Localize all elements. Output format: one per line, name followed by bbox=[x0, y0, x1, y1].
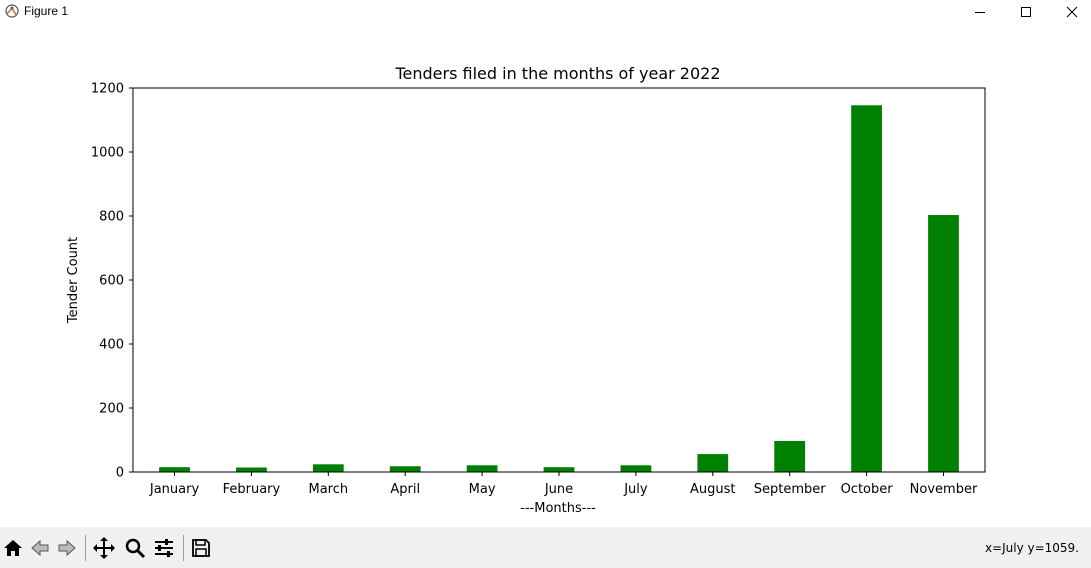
toolbar-separator bbox=[183, 535, 184, 561]
y-tick-label: 200 bbox=[99, 402, 124, 417]
bar-chart: Tenders filed in the months of year 2022… bbox=[66, 64, 986, 516]
bar-august bbox=[697, 454, 729, 472]
minimize-icon bbox=[975, 12, 985, 13]
x-tick-label: February bbox=[223, 482, 281, 497]
bars-group bbox=[159, 105, 959, 473]
x-tick-label: April bbox=[390, 482, 420, 497]
bar-july bbox=[620, 465, 652, 472]
x-tick-label: October bbox=[841, 482, 894, 497]
bar-june bbox=[543, 467, 575, 472]
forward-icon bbox=[58, 539, 76, 557]
y-tick-label: 800 bbox=[99, 210, 124, 225]
x-axis: January February March April May June July Augu… bbox=[149, 472, 978, 497]
close-button[interactable] bbox=[1049, 0, 1091, 24]
x-axis-label: ---Months--- bbox=[520, 501, 596, 516]
chart-title: Tenders filed in the months of year 2022 bbox=[394, 64, 720, 83]
x-tick-label: May bbox=[469, 482, 496, 497]
close-icon bbox=[1066, 6, 1078, 18]
x-tick-label: March bbox=[308, 482, 348, 497]
home-icon bbox=[4, 540, 22, 556]
maximize-icon bbox=[1021, 7, 1031, 17]
back-button[interactable] bbox=[27, 535, 53, 561]
y-tick-label: 400 bbox=[99, 338, 124, 353]
x-tick-label: January bbox=[149, 482, 200, 497]
pan-icon bbox=[93, 537, 115, 559]
bar-may bbox=[466, 465, 498, 472]
cursor-coordinates: x=July y=1059. bbox=[984, 541, 1079, 555]
x-tick-label: July bbox=[623, 482, 648, 497]
window-title: Figure 1 bbox=[24, 4, 69, 18]
y-tick-label: 600 bbox=[99, 274, 124, 289]
bar-november bbox=[928, 215, 959, 473]
zoom-icon bbox=[125, 538, 146, 559]
back-icon bbox=[31, 539, 49, 557]
figure-app-icon bbox=[4, 3, 20, 19]
y-axis: 0 200 400 600 800 1000 1200 bbox=[91, 82, 133, 481]
figure-canvas[interactable]: Tenders filed in the months of year 2022… bbox=[0, 24, 1091, 527]
y-tick-label: 1200 bbox=[91, 82, 124, 97]
x-tick-label: June bbox=[544, 482, 573, 497]
x-tick-label: August bbox=[690, 482, 736, 497]
bar-january bbox=[159, 467, 190, 472]
plot-frame bbox=[132, 87, 986, 473]
pan-button[interactable] bbox=[91, 535, 117, 561]
bar-april bbox=[389, 466, 421, 472]
toolbar-separator bbox=[85, 535, 86, 561]
y-axis-label: Tender Count bbox=[66, 237, 81, 324]
title-bar: Figure 1 bbox=[0, 0, 1091, 24]
save-button[interactable] bbox=[188, 535, 214, 561]
x-tick-label: November bbox=[910, 482, 978, 497]
navigation-toolbar: x=July y=1059. bbox=[0, 527, 1091, 568]
y-tick-label: 0 bbox=[116, 466, 124, 481]
y-tick-label: 1000 bbox=[91, 146, 124, 161]
forward-button[interactable] bbox=[54, 535, 80, 561]
maximize-button[interactable] bbox=[1003, 0, 1049, 24]
x-tick-label: September bbox=[754, 482, 827, 497]
bar-october bbox=[851, 105, 882, 472]
bar-september bbox=[774, 440, 806, 472]
minimize-button[interactable] bbox=[957, 0, 1003, 24]
configure-subplots-button[interactable] bbox=[151, 535, 177, 561]
configure-subplots-icon bbox=[155, 539, 173, 557]
zoom-button[interactable] bbox=[122, 535, 148, 561]
bar-february bbox=[236, 467, 267, 472]
save-icon bbox=[192, 539, 210, 557]
bar-march bbox=[312, 464, 344, 472]
home-button[interactable] bbox=[0, 535, 26, 561]
